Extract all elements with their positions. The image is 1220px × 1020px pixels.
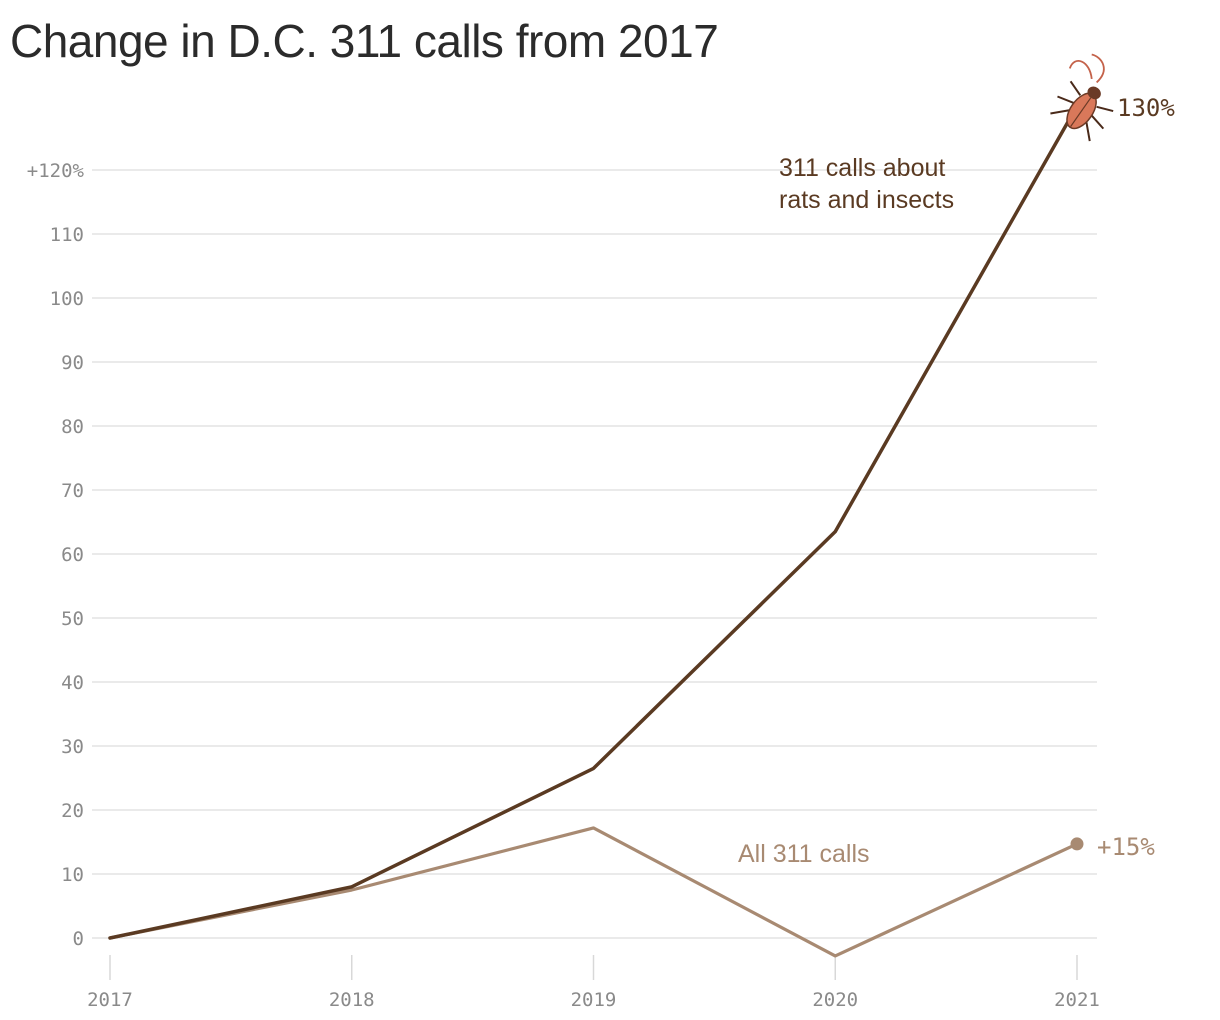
- chart-title: Change in D.C. 311 calls from 2017: [10, 15, 719, 67]
- x-tick-label: 2020: [812, 989, 858, 1011]
- x-axis: 2017 2018 2019 2020 2021: [87, 955, 1100, 1011]
- y-tick-label: 0: [73, 928, 84, 950]
- series-label-rats-insects: 311 calls about rats and insects: [779, 154, 954, 214]
- cockroach-icon: [1050, 53, 1114, 142]
- series-line-all-calls: [108, 826, 1079, 958]
- y-axis: 0 10 20 30 40 50 60 70 80 90 100 110 +120%: [27, 160, 85, 950]
- series-lines: [108, 104, 1084, 958]
- x-tick-label: 2021: [1054, 989, 1100, 1011]
- y-tick-label: 20: [61, 800, 84, 822]
- series-line-rats-insects: [108, 104, 1079, 940]
- y-tick-label: 110: [50, 224, 84, 246]
- y-tick-label: 60: [61, 544, 84, 566]
- x-tick-label: 2019: [571, 989, 617, 1011]
- series-label-line-1: 311 calls about: [779, 154, 945, 182]
- y-tick-label: 100: [50, 288, 84, 310]
- y-tick-label: 30: [61, 736, 84, 758]
- series-label-all-calls: All 311 calls: [738, 840, 870, 868]
- y-tick-label: 70: [61, 480, 84, 502]
- end-value-label-rats-insects: 130%: [1117, 94, 1175, 122]
- y-tick-label: 50: [61, 608, 84, 630]
- gridlines: [92, 169, 1097, 939]
- y-tick-label: 40: [61, 672, 84, 694]
- x-tick-label: 2018: [329, 989, 375, 1011]
- end-value-label-all-calls: +15%: [1097, 833, 1155, 861]
- y-tick-label: 10: [61, 864, 84, 886]
- end-point-dot: [1070, 837, 1084, 851]
- y-tick-label: 90: [61, 352, 84, 374]
- y-tick-label: 80: [61, 416, 84, 438]
- x-tick-label: 2017: [87, 989, 133, 1011]
- y-tick-label: +120%: [27, 160, 85, 182]
- series-label-line-2: rats and insects: [779, 186, 954, 214]
